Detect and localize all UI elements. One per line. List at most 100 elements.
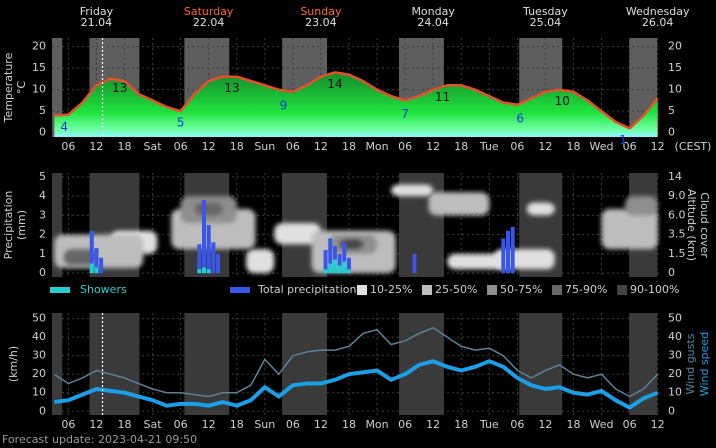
legend-swatch — [487, 285, 497, 295]
x-tick-label: 06 — [174, 418, 188, 431]
temperature-label: 9 — [280, 98, 288, 112]
y-tick-label: 15 — [32, 61, 46, 74]
wind-line — [53, 327, 659, 398]
x-tick-label: Mon — [365, 140, 388, 153]
cloud-area — [194, 202, 223, 216]
legend-swatch — [50, 287, 70, 293]
x-tick-label: 12 — [89, 140, 103, 153]
shaded-period — [519, 313, 563, 415]
precip-bar — [94, 267, 99, 274]
temperature-label: 14 — [327, 77, 342, 91]
x-tick-label: 18 — [454, 140, 468, 153]
temperature-label: 1 — [619, 133, 627, 147]
precip-bar — [94, 248, 99, 274]
x-tick-label: Sat — [144, 418, 163, 431]
y-tick-label: 0 — [39, 266, 46, 279]
x-tick-label: Tue — [479, 418, 499, 431]
legend-label: 50-75% — [500, 283, 542, 296]
y2-tick-label: 20 — [668, 40, 682, 53]
shaded-period — [89, 313, 140, 415]
shaded-period — [52, 173, 63, 277]
precip-bar — [342, 261, 347, 274]
precip-bar — [206, 269, 211, 274]
x-tick-label: 06 — [623, 140, 637, 153]
temperature-label: 10 — [555, 94, 570, 108]
y-tick-label: 2 — [39, 228, 46, 241]
x-tick-label: 06 — [398, 418, 412, 431]
x-tick-label: 12 — [651, 418, 665, 431]
precip-bar — [412, 253, 417, 274]
legend-label: 10-25% — [370, 283, 412, 296]
x-tick-label: 12 — [538, 418, 552, 431]
x-tick-label: 12 — [314, 418, 328, 431]
x-tick-label: 12 — [426, 140, 440, 153]
y-tick-label: 0 — [39, 404, 46, 417]
legend-swatch — [230, 287, 250, 293]
y2-tick-label: 3.5 — [668, 228, 686, 241]
cloud-area — [601, 208, 658, 250]
x-tick-label: 12 — [202, 418, 216, 431]
y-tick-label: 3 — [39, 208, 46, 221]
y2-tick-label: 40 — [668, 330, 682, 343]
x-tick-label: 12 — [651, 140, 665, 153]
y-tick-label: 20 — [32, 367, 46, 380]
y2-tick-label: 6.0 — [668, 208, 686, 221]
y-axis-label: (km/h) — [7, 346, 20, 382]
x-tick-label: Sat — [144, 140, 163, 153]
temperature-label: 11 — [435, 90, 450, 104]
x-tick-label: 06 — [623, 418, 637, 431]
x-tick-label: 12 — [89, 418, 103, 431]
x-tick-label: 06 — [286, 140, 300, 153]
precip-bar — [337, 253, 342, 274]
day-date: 23.04 — [305, 16, 337, 29]
cloud-area — [274, 223, 321, 245]
legend-label: 75-90% — [565, 283, 607, 296]
wind-line — [54, 359, 659, 410]
y-tick-label: 10 — [32, 386, 46, 399]
precip-bar — [510, 226, 515, 274]
legend-label: 25-50% — [435, 283, 477, 296]
y2-tick-label: 0 — [668, 404, 675, 417]
x-tick-label: 06 — [510, 140, 524, 153]
shaded-period — [52, 38, 63, 137]
precip-bar — [342, 242, 347, 274]
precip-bar — [211, 242, 216, 274]
precip-bar — [323, 250, 328, 274]
day-date: 26.04 — [642, 16, 674, 29]
x-tick-label: 18 — [117, 418, 131, 431]
y2-tick-label: 9.0 — [668, 189, 686, 202]
x-tick-label: Tue — [479, 140, 499, 153]
day-date: 24.04 — [417, 16, 449, 29]
day-name: Tuesday — [522, 5, 568, 18]
cloud-area — [624, 196, 658, 216]
day-date: 21.04 — [81, 16, 113, 29]
x-axis-unit: (CEST) — [675, 140, 712, 153]
y-axis-unit: °C — [15, 81, 28, 95]
day-name: Wednesday — [626, 5, 690, 18]
cloud-area — [63, 249, 97, 266]
y-axis-label: Precipitation — [2, 191, 15, 260]
day-date: 25.04 — [530, 16, 562, 29]
day-name: Saturday — [184, 5, 234, 18]
legend-label: Wind speed — [698, 332, 711, 396]
x-tick-label: 18 — [342, 140, 356, 153]
x-tick-label: 18 — [230, 418, 244, 431]
x-tick-label: 06 — [174, 140, 188, 153]
y2-tick-label: 0 — [668, 126, 675, 139]
y2-tick-label: 10 — [668, 386, 682, 399]
x-tick-label: 18 — [342, 418, 356, 431]
y2-tick-label: 1.5 — [668, 247, 686, 260]
y-tick-label: 40 — [32, 330, 46, 343]
cloud-area — [391, 184, 434, 197]
precip-bar — [89, 230, 94, 274]
shaded-period — [52, 313, 63, 415]
y2-tick-label: 30 — [668, 349, 682, 362]
y-tick-label: 5 — [39, 104, 46, 117]
x-tick-label: 12 — [202, 140, 216, 153]
y2-axis-label: Altitude (km) — [685, 189, 698, 261]
y2-tick-label: 10 — [668, 83, 682, 96]
x-tick-label: 18 — [566, 140, 580, 153]
precip-bar — [202, 199, 206, 274]
cloud-area — [447, 253, 508, 270]
